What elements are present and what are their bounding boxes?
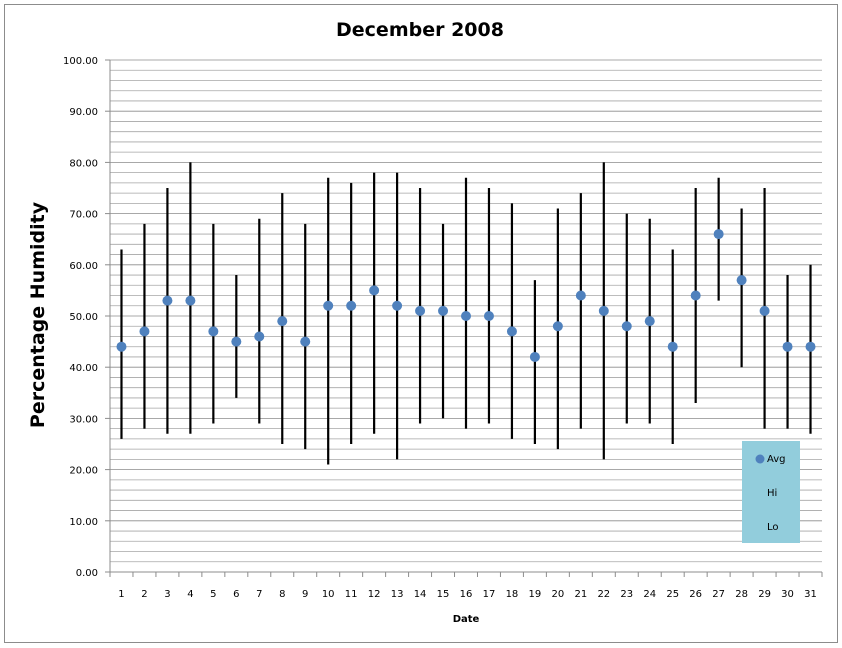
y-tick-label: 80.00 xyxy=(69,158,98,169)
avg-marker xyxy=(323,300,334,311)
x-tick-label: 14 xyxy=(414,589,427,600)
x-tick-label: 27 xyxy=(712,589,725,600)
avg-marker xyxy=(690,290,701,301)
x-tick-label: 23 xyxy=(620,589,633,600)
x-tick-label: 3 xyxy=(164,589,170,600)
y-tick-labels: 0.00 10.00 20.00 30.00 40.00 50.00 60.00 70.00 8… xyxy=(63,56,98,579)
x-tick-labels: 1 2 3 4 5 6 7 8 9 10 11 12 13 14 15 16 17 18 19 20 21 22 23 24 2… xyxy=(118,589,817,600)
y-tick-label: 10.00 xyxy=(69,517,98,528)
x-tick-label: 30 xyxy=(781,589,794,600)
x-tick-label: 29 xyxy=(758,589,771,600)
avg-marker xyxy=(506,326,517,337)
avg-marker xyxy=(759,305,770,316)
x-tick-label: 12 xyxy=(368,589,381,600)
legend-background xyxy=(742,441,800,543)
avg-markers xyxy=(116,229,816,362)
legend-hi-label: Hi xyxy=(767,488,777,499)
chart-title: December 2008 xyxy=(336,19,504,41)
legend: Avg Hi Lo xyxy=(742,441,800,543)
x-tick-label: 28 xyxy=(735,589,748,600)
avg-marker xyxy=(782,341,793,352)
x-tick-label: 7 xyxy=(256,589,262,600)
avg-marker xyxy=(162,295,173,306)
x-tick-label: 21 xyxy=(574,589,587,600)
x-tick-label: 11 xyxy=(345,589,358,600)
avg-marker xyxy=(231,336,242,347)
x-tick-label: 13 xyxy=(391,589,404,600)
x-axis-label: Date xyxy=(453,614,480,625)
y-tick-label: 60.00 xyxy=(69,261,98,272)
avg-marker xyxy=(185,295,196,306)
x-tick-label: 10 xyxy=(322,589,335,600)
avg-marker xyxy=(575,290,586,301)
avg-marker xyxy=(736,275,747,286)
avg-marker xyxy=(254,331,265,342)
x-tick-label: 2 xyxy=(141,589,147,600)
x-tick-label: 6 xyxy=(233,589,239,600)
avg-marker xyxy=(598,305,609,316)
avg-marker xyxy=(644,316,655,327)
y-tick-label: 90.00 xyxy=(69,107,98,118)
y-axis-label: Percentage Humidity xyxy=(27,201,49,428)
avg-marker xyxy=(713,229,724,240)
avg-marker xyxy=(483,311,494,321)
x-tick-label: 22 xyxy=(597,589,610,600)
avg-marker xyxy=(392,300,403,311)
y-tick-label: 70.00 xyxy=(69,210,98,221)
y-tick-label: 40.00 xyxy=(69,363,98,374)
x-tick-label: 1 xyxy=(118,589,124,600)
y-tick-label: 0.00 xyxy=(76,568,98,579)
avg-marker xyxy=(461,311,471,321)
avg-marker xyxy=(667,341,678,352)
x-tick-label: 8 xyxy=(279,589,285,600)
x-tick-label: 25 xyxy=(666,589,679,600)
x-tick-label: 31 xyxy=(804,589,817,600)
x-tick-label: 4 xyxy=(187,589,193,600)
x-tick-label: 19 xyxy=(529,589,542,600)
avg-marker xyxy=(208,326,219,337)
avg-marker xyxy=(346,300,357,311)
x-tick-label: 5 xyxy=(210,589,216,600)
hi-lo-lines xyxy=(120,162,812,465)
x-tick-label: 9 xyxy=(302,589,308,600)
legend-avg-label: Avg xyxy=(767,454,786,465)
legend-avg-marker xyxy=(755,454,765,464)
y-tick-label: 20.00 xyxy=(69,466,98,477)
avg-marker xyxy=(805,341,816,352)
avg-marker xyxy=(415,305,426,316)
x-tick-label: 17 xyxy=(483,589,496,600)
x-tick-label: 20 xyxy=(552,589,565,600)
avg-marker xyxy=(529,351,540,362)
x-tick-label: 24 xyxy=(643,589,656,600)
avg-marker xyxy=(438,305,449,316)
y-tick-label: 30.00 xyxy=(69,414,98,425)
avg-marker xyxy=(621,321,632,332)
avg-marker xyxy=(139,326,150,337)
legend-lo-label: Lo xyxy=(767,522,779,533)
x-tick-label: 16 xyxy=(460,589,473,600)
x-tick-label: 26 xyxy=(689,589,702,600)
x-tick-label: 18 xyxy=(506,589,519,600)
x-tick-label: 15 xyxy=(437,589,450,600)
y-tick-label: 100.00 xyxy=(63,56,98,67)
avg-marker xyxy=(300,336,311,347)
y-tick-label: 50.00 xyxy=(69,312,98,323)
avg-marker xyxy=(369,285,380,296)
avg-marker xyxy=(552,321,563,332)
avg-marker xyxy=(277,316,288,327)
avg-marker xyxy=(116,341,127,352)
